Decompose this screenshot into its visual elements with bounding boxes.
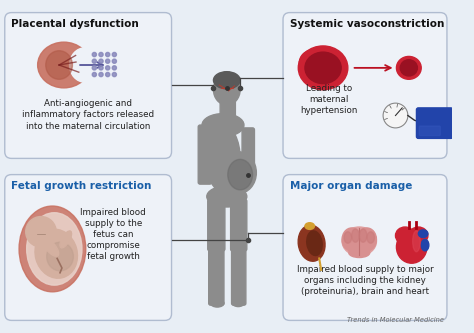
Ellipse shape — [395, 227, 415, 244]
Ellipse shape — [231, 243, 246, 255]
Ellipse shape — [419, 230, 428, 237]
Ellipse shape — [213, 75, 240, 105]
Ellipse shape — [60, 231, 72, 248]
Circle shape — [112, 59, 117, 63]
FancyBboxPatch shape — [209, 249, 224, 305]
Text: Fetal growth restriction: Fetal growth restriction — [11, 181, 152, 191]
Ellipse shape — [409, 227, 428, 244]
FancyBboxPatch shape — [283, 13, 447, 159]
FancyBboxPatch shape — [283, 174, 447, 320]
FancyBboxPatch shape — [5, 13, 172, 159]
Ellipse shape — [299, 50, 328, 77]
Ellipse shape — [202, 114, 244, 137]
Ellipse shape — [357, 228, 376, 251]
Ellipse shape — [37, 42, 90, 88]
Ellipse shape — [213, 72, 240, 89]
Ellipse shape — [305, 52, 341, 84]
Text: Major organ damage: Major organ damage — [290, 181, 412, 191]
Circle shape — [92, 52, 96, 57]
Ellipse shape — [228, 160, 253, 190]
Circle shape — [383, 103, 408, 128]
Ellipse shape — [298, 225, 325, 261]
Ellipse shape — [298, 46, 348, 90]
Ellipse shape — [42, 238, 59, 256]
Ellipse shape — [349, 248, 370, 257]
Text: Trends in Molecular Medicine: Trends in Molecular Medicine — [347, 317, 444, 323]
Circle shape — [99, 52, 103, 57]
Ellipse shape — [220, 152, 256, 194]
Ellipse shape — [421, 239, 429, 251]
Circle shape — [92, 66, 96, 70]
Ellipse shape — [344, 232, 352, 243]
Ellipse shape — [35, 229, 77, 278]
FancyBboxPatch shape — [419, 126, 440, 136]
Text: Impaired blood
supply to the
fetus can
compromise
fetal growth: Impaired blood supply to the fetus can c… — [80, 208, 146, 261]
FancyBboxPatch shape — [220, 100, 236, 121]
Ellipse shape — [70, 48, 100, 82]
Text: Placental dysfunction: Placental dysfunction — [11, 19, 139, 29]
Circle shape — [92, 73, 96, 77]
Circle shape — [26, 216, 56, 247]
Circle shape — [112, 52, 117, 57]
Text: Impaired blood supply to major
organs including the kidney
(proteinuria), brain : Impaired blood supply to major organs in… — [297, 265, 433, 296]
Ellipse shape — [209, 243, 224, 255]
FancyBboxPatch shape — [242, 128, 255, 170]
Ellipse shape — [367, 232, 374, 243]
Ellipse shape — [400, 60, 418, 76]
Ellipse shape — [47, 242, 73, 271]
Ellipse shape — [19, 206, 86, 292]
Circle shape — [112, 73, 117, 77]
Ellipse shape — [206, 125, 240, 192]
FancyBboxPatch shape — [232, 249, 246, 305]
Ellipse shape — [359, 229, 367, 242]
FancyBboxPatch shape — [208, 199, 225, 251]
Circle shape — [99, 66, 103, 70]
Ellipse shape — [207, 186, 247, 207]
Ellipse shape — [27, 213, 82, 285]
Circle shape — [106, 59, 110, 63]
Text: Systemic vasoconstriction: Systemic vasoconstriction — [290, 19, 444, 29]
Circle shape — [106, 66, 110, 70]
FancyBboxPatch shape — [417, 108, 453, 139]
Ellipse shape — [342, 228, 361, 251]
Ellipse shape — [396, 56, 421, 79]
Ellipse shape — [352, 229, 359, 242]
Ellipse shape — [233, 300, 244, 307]
Circle shape — [99, 59, 103, 63]
Ellipse shape — [305, 223, 314, 229]
Circle shape — [112, 66, 117, 70]
Ellipse shape — [307, 231, 322, 255]
Circle shape — [106, 52, 110, 57]
FancyBboxPatch shape — [231, 199, 247, 251]
FancyBboxPatch shape — [198, 125, 211, 184]
Circle shape — [92, 59, 96, 63]
Ellipse shape — [342, 227, 376, 256]
Text: Anti-angiogenic and
inflammatory factors released
into the maternal circulation: Anti-angiogenic and inflammatory factors… — [22, 99, 154, 131]
Ellipse shape — [46, 51, 73, 79]
Ellipse shape — [413, 231, 420, 252]
Circle shape — [99, 73, 103, 77]
Circle shape — [106, 73, 110, 77]
Text: Leading to
maternal
hypertension: Leading to maternal hypertension — [300, 84, 357, 115]
Ellipse shape — [210, 299, 224, 307]
FancyBboxPatch shape — [5, 174, 172, 320]
Ellipse shape — [396, 231, 427, 263]
